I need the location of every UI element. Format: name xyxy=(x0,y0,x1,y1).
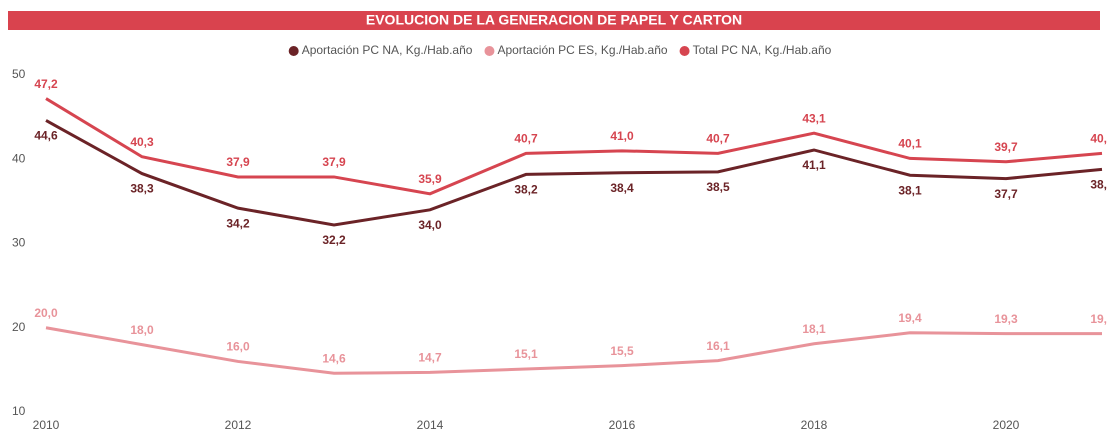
data-label: 38,5 xyxy=(706,180,730,194)
y-tick-label: 30 xyxy=(12,236,26,250)
data-label: 14,6 xyxy=(322,351,346,365)
data-label: 14,7 xyxy=(418,351,442,365)
series-line xyxy=(45,97,1103,196)
legend-label: Aportación PC ES, Kg./Hab.año xyxy=(497,43,667,57)
data-label: 37,9 xyxy=(322,155,346,169)
data-label: 19,4 xyxy=(898,311,922,325)
x-tick-label: 2016 xyxy=(609,418,636,432)
data-label: 38,4 xyxy=(610,181,634,195)
legend-marker xyxy=(679,46,690,56)
x-tick-label: 2012 xyxy=(225,418,252,432)
data-label: 43,1 xyxy=(802,111,826,125)
data-label: 40,7 xyxy=(1090,132,1107,146)
legend-label: Total PC NA, Kg./Hab.año xyxy=(693,43,832,57)
x-tick-label: 2010 xyxy=(33,418,60,432)
data-label: 41,1 xyxy=(802,158,826,172)
data-label: 19,3 xyxy=(1090,312,1107,326)
data-label: 34,0 xyxy=(418,218,442,232)
data-label: 16,1 xyxy=(706,339,730,353)
title-bar xyxy=(8,11,1100,30)
legend-label: Aportación PC NA, Kg./Hab.año xyxy=(302,43,473,57)
x-tick-label: 2018 xyxy=(801,418,828,432)
data-label: 38,3 xyxy=(130,182,154,196)
data-label: 47,2 xyxy=(34,77,58,91)
data-label: 20,0 xyxy=(34,306,58,320)
legend: Aportación PC NA, Kg./Hab.año Aportación … xyxy=(288,43,832,57)
data-label: 32,2 xyxy=(322,233,346,247)
data-label: 38,2 xyxy=(514,183,538,197)
x-tick-label: 2020 xyxy=(993,418,1020,432)
data-label: 37,7 xyxy=(994,187,1018,201)
data-label: 19,3 xyxy=(994,312,1018,326)
data-label: 38,1 xyxy=(898,183,922,197)
y-tick-label: 20 xyxy=(12,320,26,334)
data-label: 41,0 xyxy=(610,129,634,143)
legend-marker xyxy=(288,46,299,56)
data-label: 40,7 xyxy=(706,132,730,146)
data-label: 34,2 xyxy=(226,216,250,230)
y-tick-label: 10 xyxy=(12,404,26,418)
data-label: 40,7 xyxy=(514,132,538,146)
data-label: 44,6 xyxy=(34,129,58,143)
legend-marker xyxy=(484,46,495,56)
series-line xyxy=(45,326,1102,375)
data-label: 37,9 xyxy=(226,155,250,169)
data-label: 40,3 xyxy=(130,135,154,149)
data-label: 35,9 xyxy=(418,172,442,186)
data-label: 18,1 xyxy=(802,322,826,336)
data-label: 16,0 xyxy=(226,340,250,354)
data-label: 38,8 xyxy=(1090,178,1107,192)
data-label: 40,1 xyxy=(898,137,922,151)
y-tick-label: 40 xyxy=(12,151,26,165)
x-tick-label: 2014 xyxy=(417,418,444,432)
y-tick-label: 50 xyxy=(12,67,26,81)
chart-title: EVOLUCION DE LA GENERACION DE PAPEL Y CA… xyxy=(366,12,742,28)
series-line xyxy=(45,119,1103,227)
data-label: 15,5 xyxy=(610,344,634,358)
data-label: 15,1 xyxy=(514,347,538,361)
data-label: 39,7 xyxy=(994,140,1018,154)
data-label: 18,0 xyxy=(130,323,154,337)
